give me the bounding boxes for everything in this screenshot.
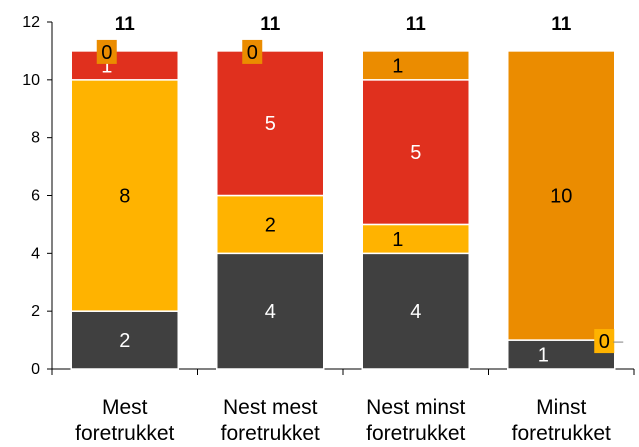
segment-label-box	[594, 329, 615, 354]
category-label: Mest	[102, 396, 148, 419]
bar-segment	[216, 194, 325, 255]
segment-label: 10	[550, 186, 572, 208]
total-label: 11	[551, 14, 572, 35]
bar-segment	[361, 252, 470, 370]
bars	[70, 50, 616, 370]
segment-label: 4	[265, 301, 276, 323]
bar-segment	[361, 50, 470, 81]
bar-segment	[70, 50, 179, 81]
segment-label: 0	[599, 331, 610, 353]
category-label: foretrukket	[512, 422, 611, 445]
category-label: foretrukket	[221, 422, 320, 445]
y-tick-label: 10	[22, 72, 40, 89]
bar-segment	[70, 79, 179, 312]
category-label: Nest minst	[366, 396, 465, 419]
bar-segment	[361, 223, 470, 255]
bar-segment	[361, 79, 470, 226]
segment-label: 1	[392, 229, 403, 251]
category-label: Nest mest	[223, 396, 318, 419]
category-label: foretrukket	[366, 422, 465, 445]
y-tick-label: 12	[22, 14, 40, 31]
segment-label: 0	[101, 42, 112, 64]
segment-label: 5	[265, 113, 276, 135]
total-label: 11	[115, 14, 136, 35]
y-tick-label: 2	[31, 303, 40, 320]
segment-label: 0	[247, 42, 258, 64]
total-label: 11	[406, 14, 427, 35]
segment-label: 2	[119, 330, 130, 352]
category-label: Minst	[536, 396, 586, 419]
segment-label: 5	[410, 142, 421, 164]
y-tick-label: 6	[31, 188, 40, 205]
y-tick-label: 4	[31, 245, 40, 262]
y-tick-label: 0	[31, 361, 40, 378]
y-tick-label: 8	[31, 130, 40, 147]
bar-segment	[216, 50, 325, 197]
segment-label-box	[242, 39, 263, 64]
segment-label: 1	[392, 55, 403, 77]
segment-label: 2	[265, 214, 276, 236]
segment-label: 1	[101, 55, 112, 77]
bar-segment	[70, 310, 179, 370]
total-label: 11	[260, 14, 281, 35]
segment-label: 4	[410, 301, 421, 323]
bar-segment	[507, 50, 616, 341]
segment-label: 1	[538, 345, 549, 367]
segment-label: 8	[119, 186, 130, 208]
segment-label-box	[96, 39, 117, 64]
category-label: foretrukket	[75, 422, 174, 445]
